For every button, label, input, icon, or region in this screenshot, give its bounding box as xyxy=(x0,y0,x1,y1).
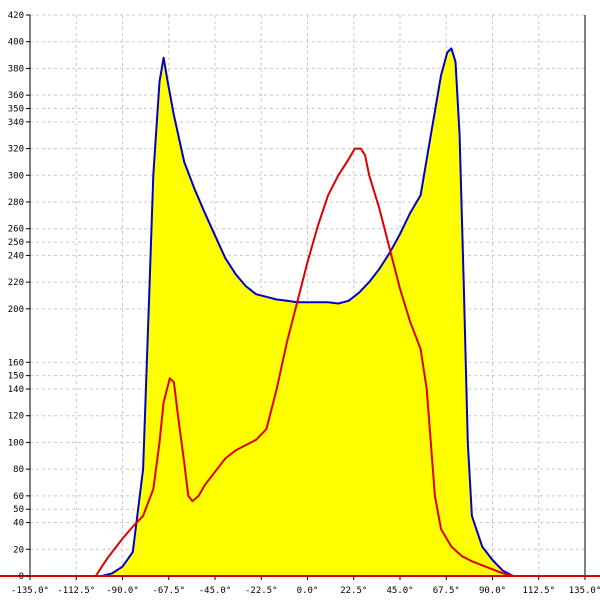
y-tick-label: 220 xyxy=(8,278,24,288)
y-tick-label: 20 xyxy=(13,545,24,555)
y-tick-label: 120 xyxy=(8,412,24,422)
y-tick-label: 60 xyxy=(13,492,24,502)
y-tick-label: 200 xyxy=(8,305,24,315)
y-tick-label: 140 xyxy=(8,385,24,395)
y-tick-label: 380 xyxy=(8,64,24,74)
y-tick-label: 240 xyxy=(8,251,24,261)
y-tick-label: 40 xyxy=(13,519,24,529)
y-tick-label: 400 xyxy=(8,38,24,48)
y-tick-label: 260 xyxy=(8,225,24,235)
y-tick-label: 150 xyxy=(8,372,24,382)
y-tick-label: 300 xyxy=(8,171,24,181)
y-tick-label: 160 xyxy=(8,358,24,368)
x-tick-label: -22.5° xyxy=(245,586,278,596)
y-tick-label: 0 xyxy=(19,572,24,582)
series-1-area xyxy=(30,48,585,576)
y-tick-label: 360 xyxy=(8,91,24,101)
x-tick-label: -112.5° xyxy=(57,586,95,596)
x-tick-label: -135.0° xyxy=(11,586,49,596)
y-tick-label: 340 xyxy=(8,118,24,128)
y-tick-label: 280 xyxy=(8,198,24,208)
x-tick-label: 112.5° xyxy=(522,586,555,596)
x-tick-label: 45.0° xyxy=(386,586,413,596)
y-tick-label: 80 xyxy=(13,465,24,475)
series-1-line xyxy=(30,47,585,577)
x-axis-labels: -135.0° -112.5° -90.0° -67.5° -45.0° -22.5° 0.… xyxy=(11,586,600,596)
x-tick-label: 90.0° xyxy=(479,586,506,596)
x-tick-label: -90.0° xyxy=(106,586,139,596)
y-tick-label: 250 xyxy=(8,238,24,248)
series-layer xyxy=(30,47,585,577)
axes xyxy=(0,14,600,580)
x-tick-label: 0.0° xyxy=(297,586,319,596)
y-tick-label: 100 xyxy=(8,438,24,448)
y-tick-label: 320 xyxy=(8,145,24,155)
y-tick-label: 350 xyxy=(8,105,24,115)
series-2-line xyxy=(30,147,585,577)
x-tick-label: 67.5° xyxy=(433,586,460,596)
y-tick-label: 50 xyxy=(13,505,24,515)
y-axis-labels: 0 20 40 50 60 80 100 120 140 150 160 200 220 240 250 26… xyxy=(8,11,24,582)
x-tick-label: 22.5° xyxy=(340,586,367,596)
grid xyxy=(29,14,586,577)
x-tick-label: 135.0° xyxy=(569,586,600,596)
x-tick-label: -45.0° xyxy=(199,586,232,596)
y-tick-label: 420 xyxy=(8,11,24,21)
x-tick-label: -67.5° xyxy=(152,586,185,596)
